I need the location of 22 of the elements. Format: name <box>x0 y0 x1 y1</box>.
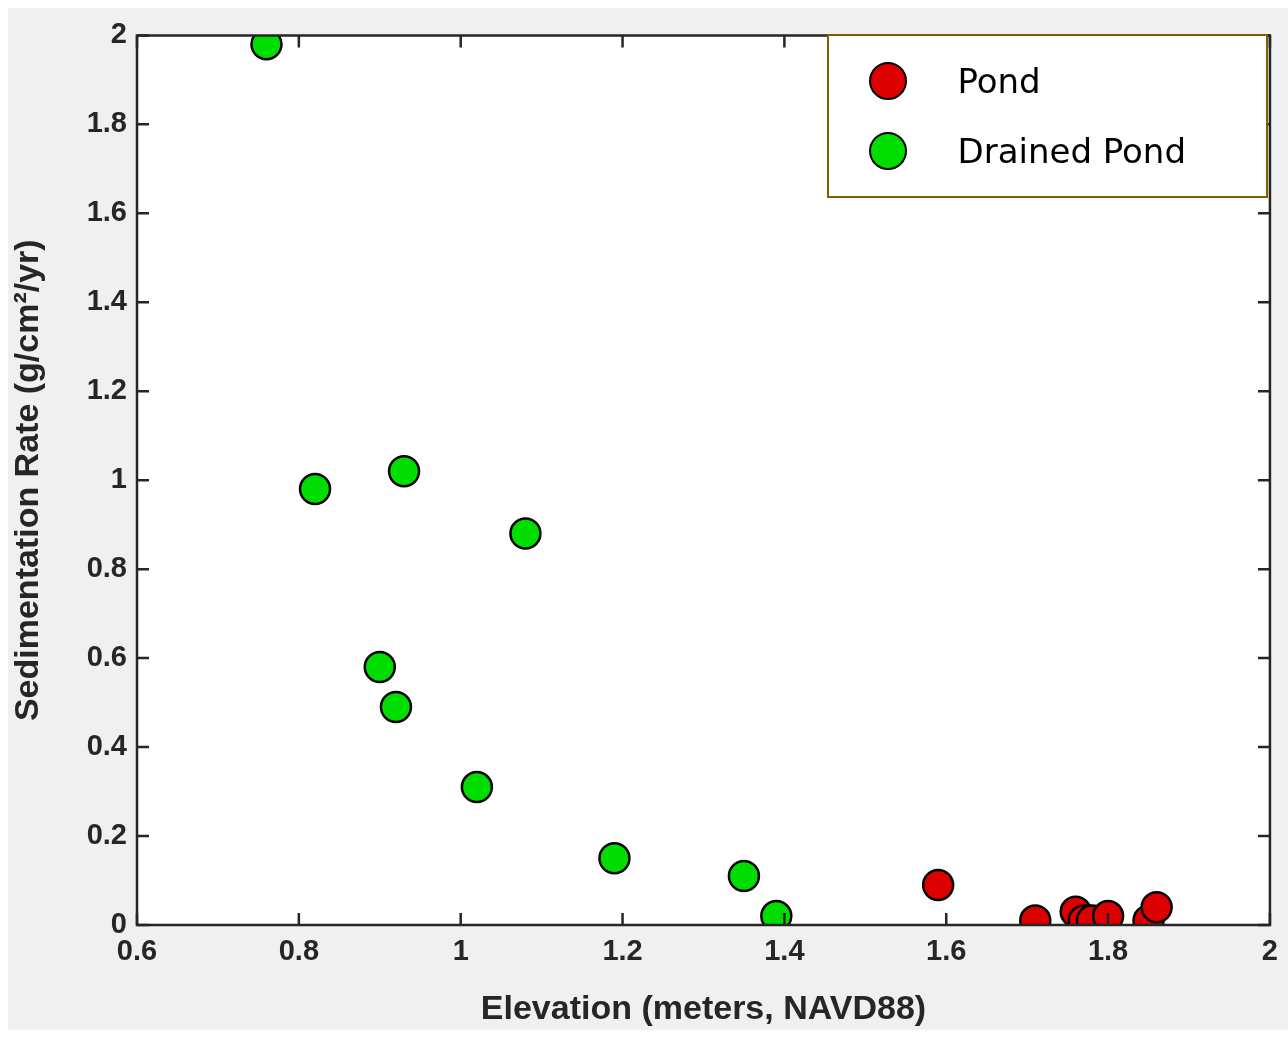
y-tick-label: 0 <box>110 907 127 939</box>
x-tick-label: 1 <box>452 934 469 967</box>
y-tick-label: 0.2 <box>86 818 127 851</box>
y-tick-label: 1.8 <box>86 106 127 139</box>
y-tick-label: 1 <box>110 462 127 495</box>
y-tick-label: 1.4 <box>86 284 127 317</box>
x-tick-label: 0.8 <box>278 934 320 967</box>
x-tick-label: 1.8 <box>1087 934 1129 967</box>
y-tick-label: 1.6 <box>86 195 127 228</box>
y-tick-label: 0.4 <box>86 729 127 762</box>
x-tick-label: 1.6 <box>926 934 967 967</box>
x-axis-title: Elevation (meters, NAVD88) <box>480 987 927 1026</box>
y-axis-title: Sedimentation Rate (g/cm²/yr) <box>6 239 45 722</box>
x-tick-label: 1.4 <box>764 934 805 967</box>
x-tick-label: 2 <box>1261 934 1279 967</box>
y-tick-label: 1.2 <box>86 373 127 406</box>
y-tick-label: 2 <box>110 17 127 50</box>
y-tick-label: 0.6 <box>86 640 127 673</box>
legend-label: Drained Pond <box>957 131 1186 171</box>
y-tick-label: 0.8 <box>86 551 127 584</box>
legend-label: Pond <box>957 61 1041 101</box>
x-tick-label: 1.2 <box>602 934 643 967</box>
